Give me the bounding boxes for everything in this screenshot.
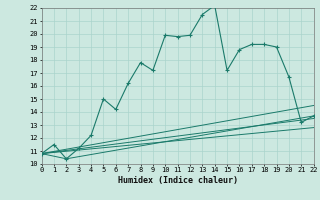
X-axis label: Humidex (Indice chaleur): Humidex (Indice chaleur) — [118, 176, 237, 185]
